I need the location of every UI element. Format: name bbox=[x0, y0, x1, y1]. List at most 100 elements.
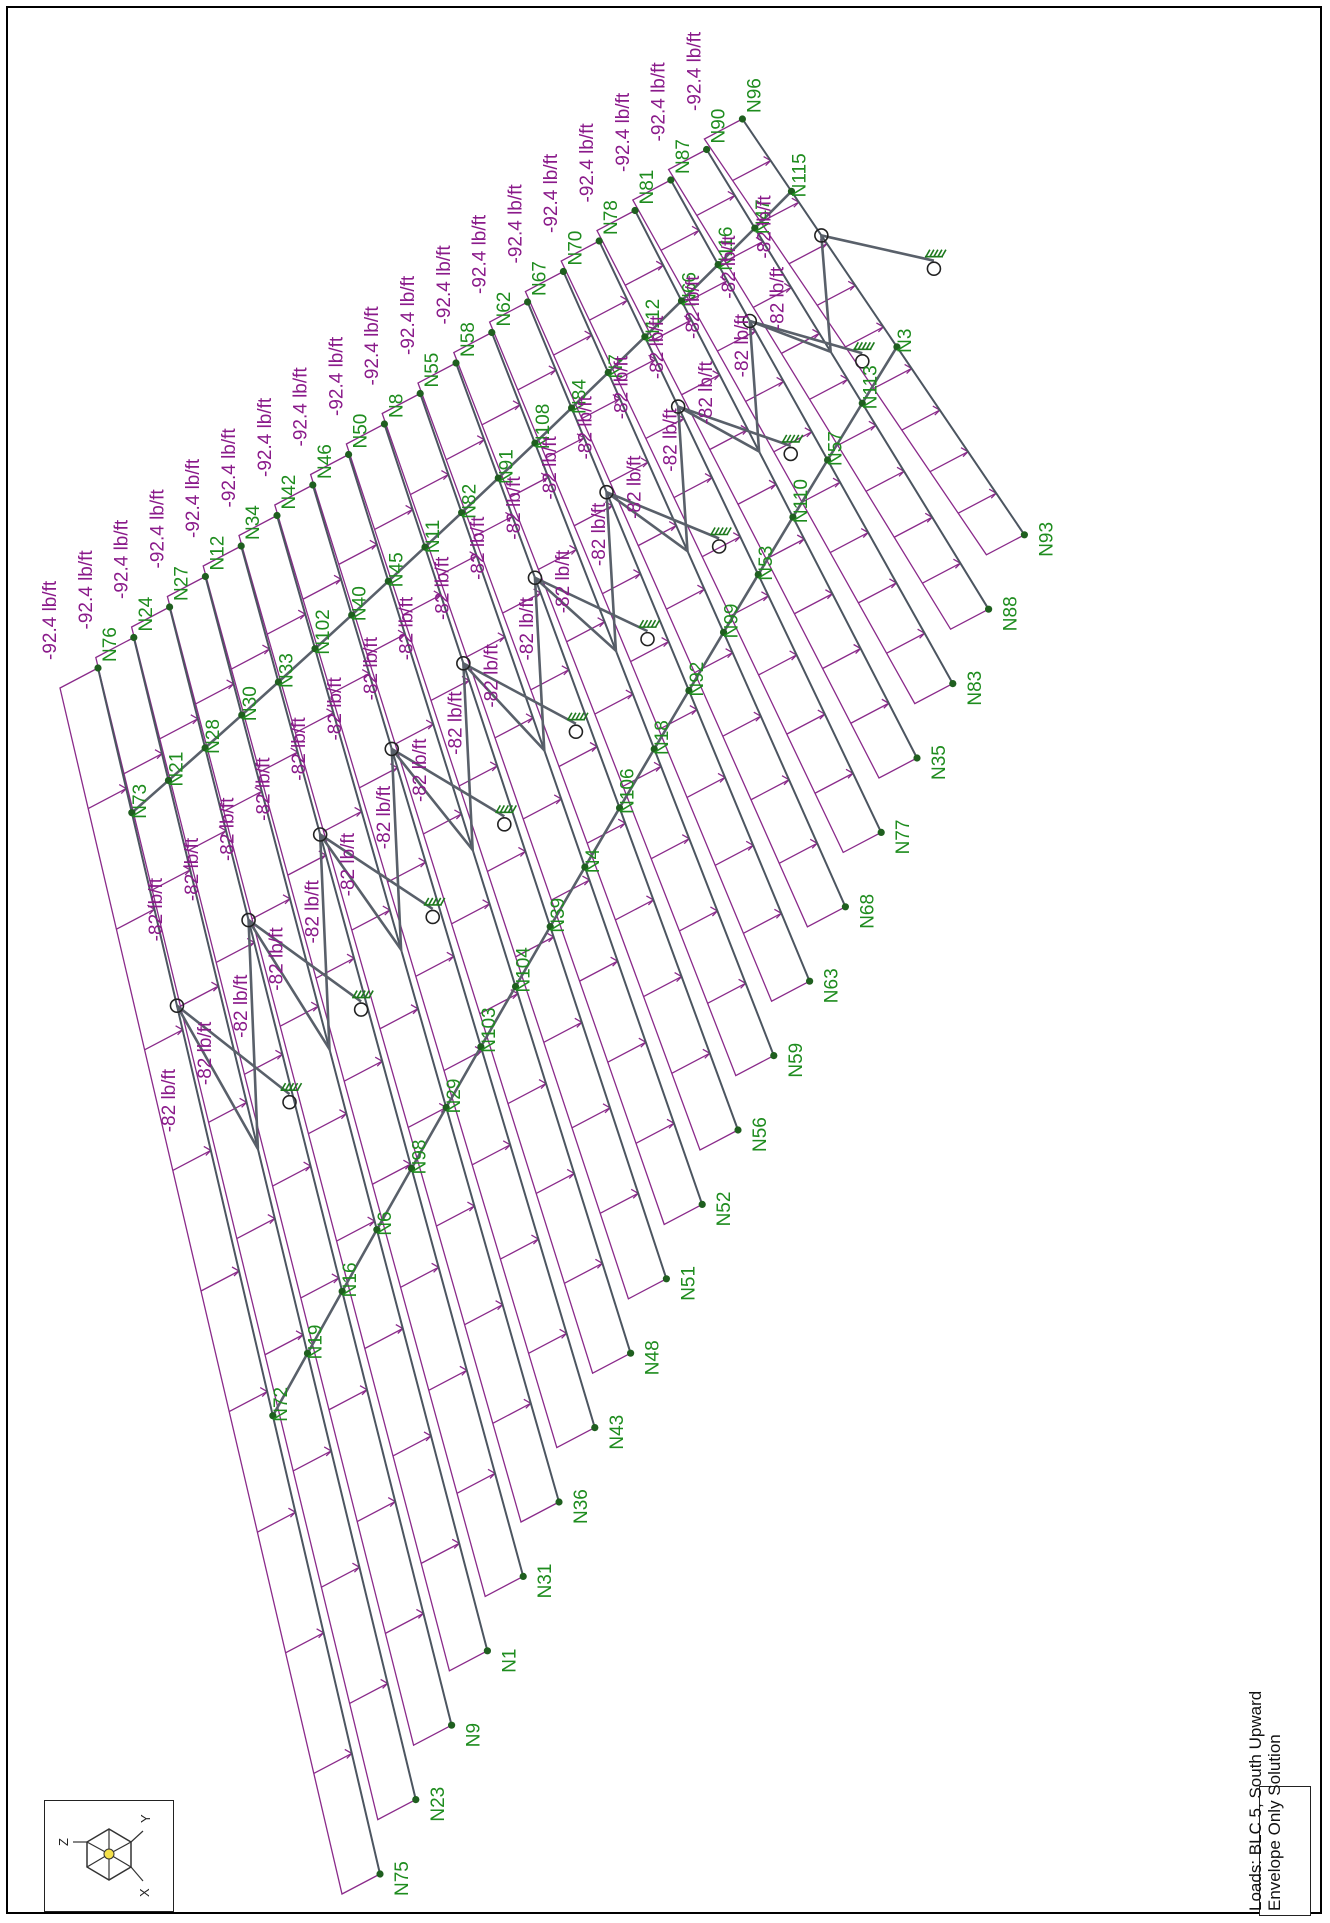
node-label-lower: N51 bbox=[678, 1266, 699, 1301]
node-dot bbox=[650, 745, 658, 753]
load-arrow bbox=[315, 957, 355, 979]
support-hatch bbox=[869, 341, 876, 350]
node-dot bbox=[519, 1572, 527, 1580]
node-label-upper: N42 bbox=[279, 475, 300, 510]
nodes bbox=[94, 115, 1028, 1878]
node-dot bbox=[524, 298, 532, 306]
load-label-lower: -82 lb/ft bbox=[504, 476, 525, 540]
load-label-upper: -92.4 lb/ft bbox=[147, 489, 168, 569]
load-arrow bbox=[279, 1005, 319, 1027]
node-label-chord: N47 bbox=[753, 199, 774, 234]
node-label-upper: N87 bbox=[673, 139, 694, 174]
load-arrow bbox=[528, 1332, 567, 1354]
load-arrow bbox=[272, 1165, 311, 1187]
support-hatch bbox=[436, 897, 442, 906]
support-hatch bbox=[722, 527, 728, 535]
load-label-lower: -82 lb/ft bbox=[647, 315, 668, 379]
load-arrow bbox=[679, 910, 718, 932]
load-arrow bbox=[451, 903, 490, 925]
node-label-chord: N106 bbox=[618, 768, 639, 813]
support-hatch bbox=[718, 527, 724, 535]
load-arrow bbox=[257, 1511, 296, 1533]
load-arrow bbox=[494, 717, 534, 739]
node-label-chord: N45 bbox=[386, 552, 407, 587]
node-dot bbox=[627, 1349, 635, 1357]
joint-circle bbox=[169, 998, 185, 1013]
joint-circle bbox=[670, 399, 686, 414]
load-arrow bbox=[509, 476, 549, 498]
load-arrow bbox=[901, 409, 941, 431]
load-arrow bbox=[244, 1053, 283, 1075]
load-arrow bbox=[287, 854, 327, 876]
support-hatch bbox=[929, 249, 935, 258]
load-arrow bbox=[573, 505, 613, 527]
support-hatch bbox=[857, 341, 864, 350]
load-arrow bbox=[428, 1369, 468, 1391]
load-arrow bbox=[707, 982, 746, 1004]
load-arrow bbox=[743, 912, 782, 934]
node-label-lower: N88 bbox=[1001, 596, 1022, 631]
load-label-lower: -82 lb/ft bbox=[719, 235, 740, 299]
node-dot bbox=[303, 1349, 312, 1357]
load-arrow bbox=[545, 437, 585, 459]
support-arm bbox=[462, 662, 577, 725]
node-label-upper: N46 bbox=[315, 444, 336, 479]
load-arrow bbox=[788, 243, 828, 265]
load-arrow bbox=[392, 1435, 432, 1457]
node-label-chord: N112 bbox=[643, 299, 664, 343]
load-arrow bbox=[187, 830, 227, 852]
load-arrow bbox=[643, 976, 682, 998]
purlin-1 bbox=[97, 667, 381, 1875]
node-dot bbox=[893, 343, 901, 351]
load-label-lower: -82 lb/ft bbox=[361, 636, 382, 700]
load-arrow bbox=[366, 633, 406, 655]
load-arrow bbox=[394, 723, 434, 745]
load-arrow bbox=[558, 745, 598, 768]
load-arrow bbox=[660, 229, 700, 251]
load-label-lower: -82 lb/ft bbox=[302, 879, 323, 943]
node-label-chord: N115 bbox=[789, 153, 810, 197]
load-label-lower: -82 lb/ft bbox=[768, 266, 789, 330]
node-dot bbox=[546, 923, 554, 931]
load-arrow bbox=[760, 201, 800, 223]
node-label-lower: N1 bbox=[499, 1649, 520, 1673]
load-label-lower: -82 lb/ft bbox=[410, 738, 431, 802]
load-label-lower: -82 lb/ft bbox=[159, 1068, 180, 1132]
load-arrow bbox=[328, 1389, 368, 1411]
node-label-chord: N40 bbox=[350, 586, 371, 621]
load-arrow bbox=[809, 378, 848, 400]
node-label-chord: N110 bbox=[791, 479, 812, 523]
node-dot bbox=[511, 982, 520, 991]
load-arrow bbox=[292, 1450, 332, 1472]
node-dot bbox=[734, 1126, 742, 1134]
load-arrow bbox=[622, 765, 662, 787]
load-label-lower: -82 lb/ft bbox=[146, 877, 167, 941]
joint-circle bbox=[384, 741, 400, 757]
node-dot bbox=[858, 399, 866, 407]
load-outline-2 bbox=[95, 636, 417, 1821]
node-dot bbox=[488, 328, 496, 337]
joint-circle bbox=[742, 313, 758, 329]
load-arrow bbox=[594, 693, 634, 715]
node-dot bbox=[1020, 531, 1028, 539]
load-arrow bbox=[637, 525, 677, 547]
load-arrow bbox=[522, 798, 562, 820]
node-dot bbox=[130, 633, 138, 642]
purlin-10 bbox=[419, 393, 704, 1205]
load-arrow bbox=[151, 869, 191, 891]
support-hatch bbox=[567, 712, 573, 721]
load-arrow bbox=[607, 1041, 647, 1063]
load-label-lower: -82 lb/ft bbox=[325, 676, 346, 740]
node-dot bbox=[591, 1424, 599, 1432]
load-arrow bbox=[359, 767, 398, 789]
node-label-chord: N11 bbox=[423, 520, 444, 553]
support-hatch bbox=[424, 897, 430, 906]
support-hatch bbox=[861, 341, 868, 350]
load-arrow bbox=[159, 718, 199, 740]
node-dot bbox=[913, 754, 921, 762]
support-arm bbox=[677, 405, 792, 448]
support-arm bbox=[247, 919, 362, 1003]
axis-label-x: X bbox=[137, 1888, 152, 1897]
support-hatch bbox=[495, 804, 502, 813]
load-label-upper: -92.4 lb/ft bbox=[112, 519, 133, 599]
